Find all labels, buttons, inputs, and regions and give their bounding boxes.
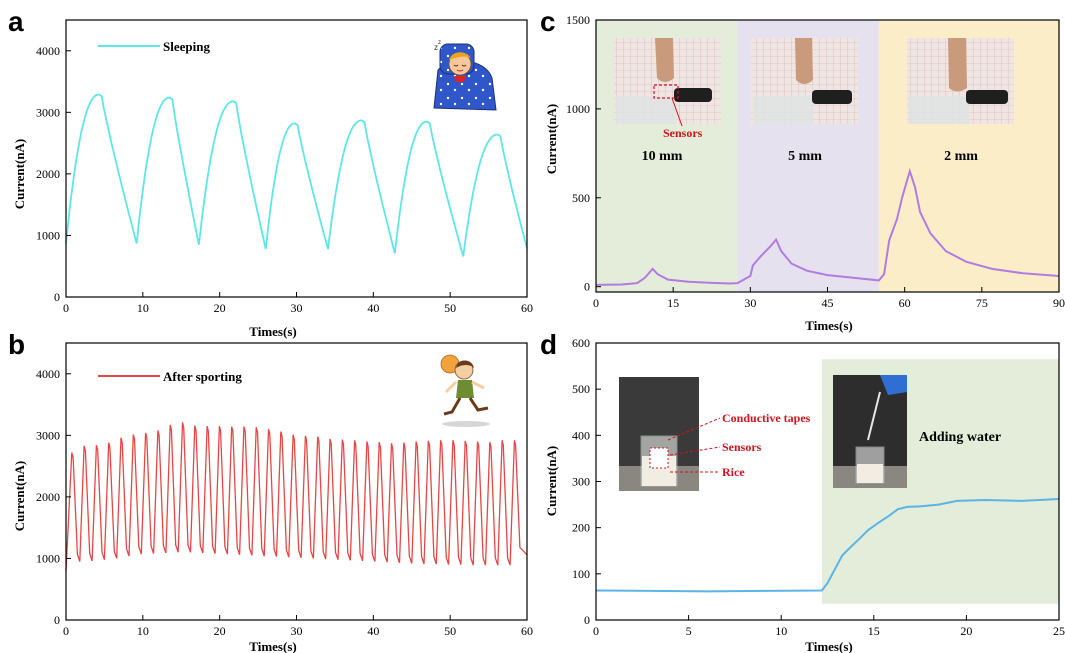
- y-tick-label-b: 2000: [36, 490, 60, 504]
- y-axis-label-a: Current(nA): [12, 139, 27, 210]
- y-axis-label-d: Current(nA): [544, 446, 559, 517]
- x-axis-label-b: Times(s): [249, 639, 296, 653]
- series-line-d: [595, 498, 1060, 593]
- series-line-c: [595, 167, 1060, 286]
- panel-label-b: b: [8, 329, 25, 360]
- x-tick-label-a: 60: [521, 301, 533, 315]
- x-tick-label-b: 20: [214, 624, 226, 638]
- x-tick-label-b: 10: [137, 624, 149, 638]
- x-tick-label-c: 15: [667, 296, 679, 310]
- legend-label-sleeping: Sleeping: [163, 39, 210, 54]
- region-label-10mm: 10 mm: [642, 149, 683, 164]
- photo-rice-beaker: [619, 377, 699, 491]
- x-tick-label-b: 40: [367, 624, 379, 638]
- running-child-icon: [440, 354, 490, 427]
- y-axis-label-b: Current(nA): [12, 461, 27, 532]
- x-tick-label-c: 90: [1053, 296, 1065, 310]
- y-tick-label-a: 2000: [36, 167, 60, 181]
- y-tick-label-a: 1000: [36, 228, 60, 242]
- legend-label-after-sporting: After sporting: [163, 369, 242, 384]
- y-tick-label-a: 0: [54, 290, 60, 304]
- svg-text:z: z: [434, 43, 438, 52]
- panel-a: a 0 10 20 30 40 50 60 0 1000 2000 3000 4000 Sleepin…: [8, 6, 533, 339]
- y-tick-label-d: 300: [572, 475, 590, 489]
- x-tick-label-d: 10: [775, 624, 787, 638]
- x-tick-label-a: 50: [444, 301, 456, 315]
- sleeping-child-icon: z z: [433, 40, 497, 111]
- series-line-sleeping: [65, 93, 528, 257]
- x-tick-label-d: 15: [868, 624, 880, 638]
- series-line-after-sporting: [65, 422, 528, 571]
- y-tick-label-d: 500: [572, 382, 590, 396]
- x-tick-label-a: 10: [137, 301, 149, 315]
- panel-label-c: c: [540, 6, 556, 37]
- y-tick-label-b: 3000: [36, 428, 60, 442]
- x-tick-label-b: 0: [63, 624, 69, 638]
- panel-b: b 0 10 20 30 40 50 60 0 1000 2000 3000 4000 After s…: [8, 329, 533, 653]
- x-tick-label-a: 0: [63, 301, 69, 315]
- x-tick-label-c: 30: [744, 296, 756, 310]
- x-tick-label-d: 0: [593, 624, 599, 638]
- y-tick-label-b: 0: [54, 613, 60, 627]
- x-tick-label-b: 50: [444, 624, 456, 638]
- x-tick-label-d: 25: [1053, 624, 1065, 638]
- x-tick-label-a: 40: [367, 301, 379, 315]
- panel-d: d 0 5 10 15 20 25 0 100 200 300 400 500 600 Adding w…: [540, 329, 1065, 653]
- y-tick-label-d: 600: [572, 336, 590, 350]
- y-tick-label-c: 1500: [566, 13, 590, 27]
- x-tick-label-b: 30: [291, 624, 303, 638]
- photo-finger-2mm: [907, 38, 1014, 124]
- x-tick-label-d: 20: [960, 624, 972, 638]
- y-tick-label-c: 500: [572, 191, 590, 205]
- y-tick-label-a: 4000: [36, 44, 60, 58]
- region-label-5mm: 5 mm: [788, 149, 822, 164]
- svg-text:z: z: [438, 40, 441, 46]
- y-tick-label-b: 1000: [36, 551, 60, 565]
- sensors-annotation-d: Sensors: [722, 440, 762, 454]
- y-tick-label-d: 400: [572, 428, 590, 442]
- region-label-adding-water: Adding water: [919, 430, 1001, 445]
- panel-label-d: d: [540, 329, 557, 360]
- photo-adding-water: [833, 375, 907, 488]
- x-tick-label-c: 60: [899, 296, 911, 310]
- x-tick-label-a: 30: [291, 301, 303, 315]
- y-tick-label-c: 0: [584, 280, 590, 294]
- x-tick-label-c: 75: [976, 296, 988, 310]
- y-tick-label-d: 100: [572, 567, 590, 581]
- x-axis-label-d: Times(s): [805, 639, 852, 653]
- sensors-annotation-c: Sensors: [663, 126, 703, 140]
- x-tick-label-d: 5: [686, 624, 692, 638]
- x-axis-label-a: Times(s): [249, 324, 296, 339]
- conductive-tapes-annotation: Conductive tapes: [722, 411, 811, 425]
- rice-annotation: Rice: [722, 465, 745, 479]
- panel-c: c 0 15 30 45 60 75 90 0 500 1000 1500 10 mm 5 mm 2…: [540, 6, 1065, 333]
- y-tick-label-b: 4000: [36, 367, 60, 381]
- x-tick-label-b: 60: [521, 624, 533, 638]
- x-tick-label-c: 45: [822, 296, 834, 310]
- region-label-2mm: 2 mm: [944, 149, 978, 164]
- photo-finger-10mm: [614, 38, 721, 124]
- panel-label-a: a: [8, 6, 24, 37]
- x-axis-label-c: Times(s): [805, 318, 852, 333]
- y-tick-label-d: 200: [572, 521, 590, 535]
- x-tick-label-a: 20: [214, 301, 226, 315]
- y-tick-label-d: 0: [584, 613, 590, 627]
- x-tick-label-c: 0: [593, 296, 599, 310]
- photo-finger-5mm: [751, 38, 858, 124]
- y-tick-label-c: 1000: [566, 102, 590, 116]
- y-tick-label-a: 3000: [36, 105, 60, 119]
- y-axis-label-c: Current(nA): [544, 104, 559, 175]
